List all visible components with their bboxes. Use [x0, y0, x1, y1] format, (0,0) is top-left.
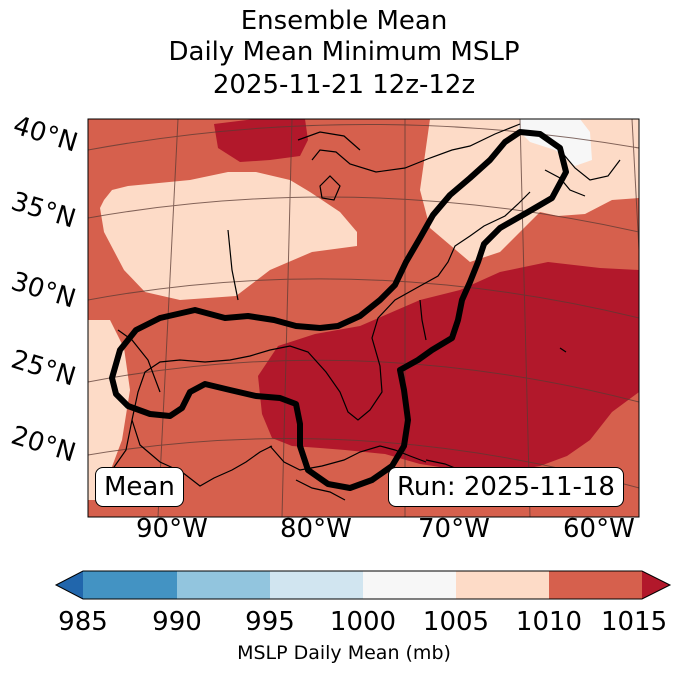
lon-label-70w: 70°W [418, 514, 490, 544]
contour-1010mb [109, 129, 569, 491]
graticule [88, 119, 639, 517]
lon-label-60w: 60°W [563, 514, 635, 544]
legend-mean-box: Mean [95, 467, 184, 507]
colorbar-tick: 1000 [329, 607, 397, 637]
title-line-3: 2025-11-21 12z-12z [212, 70, 476, 100]
colorbar-bin-1000-1005 [363, 571, 456, 599]
lon-label-80w: 80°W [280, 514, 352, 544]
colorbar-tick: 1015 [600, 607, 668, 637]
title-line-2: Daily Mean Minimum MSLP [168, 37, 520, 67]
colorbar-bin-1005-1010 [456, 571, 549, 599]
colorbar-tick: 985 [58, 607, 108, 637]
colorbar-tick: 1010 [515, 607, 583, 637]
colorbar-bin-985-990 [83, 571, 177, 599]
colorbar-tick: 995 [245, 607, 295, 637]
colorbar-tick: 1005 [422, 607, 490, 637]
colorbar-bin-995-1000 [270, 571, 363, 599]
colorbar-bin-1010-1015 [549, 571, 642, 599]
colorbar-bin-990-995 [177, 571, 270, 599]
pressure-field-1005-1010-mexico [88, 320, 130, 500]
legend-run-box: Run: 2025-11-18 [388, 467, 624, 507]
colorbar-outline [54, 570, 672, 600]
colorbar-extend-low [56, 571, 83, 599]
lon-label-90w: 90°W [136, 514, 208, 544]
title-line-1: Ensemble Mean [240, 6, 448, 36]
colorbar-tick: 990 [152, 607, 202, 637]
colorbar-label: MSLP Daily Mean (mb) [237, 642, 451, 664]
map-frame [87, 118, 640, 518]
colorbar-extend-high [642, 571, 670, 599]
